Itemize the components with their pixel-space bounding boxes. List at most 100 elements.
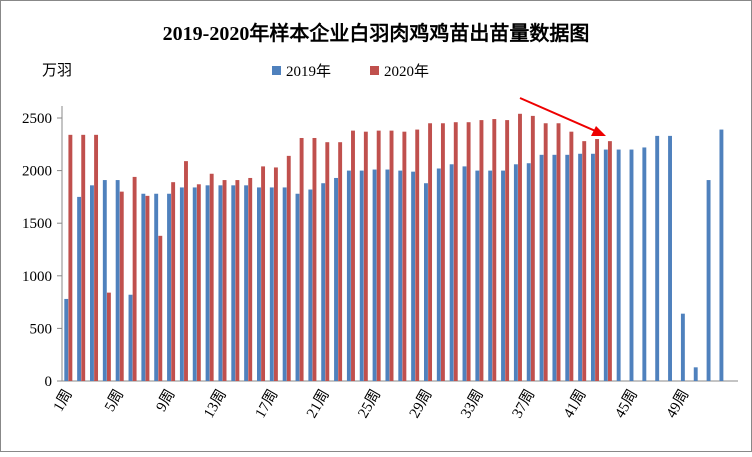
- bar: [141, 193, 146, 381]
- legend-swatch: [370, 66, 379, 75]
- bar: [192, 187, 197, 381]
- bar: [257, 187, 261, 381]
- legend-swatch: [272, 66, 281, 75]
- bar: [90, 185, 94, 381]
- bar: [235, 180, 240, 381]
- bar: [582, 141, 587, 381]
- bar: [591, 153, 595, 381]
- bar: [119, 191, 124, 381]
- bar: [501, 170, 505, 381]
- bar: [167, 193, 171, 381]
- arrow-head: [591, 126, 606, 136]
- bar: [299, 137, 304, 381]
- bar: [389, 130, 394, 381]
- bar: [218, 185, 223, 381]
- bar: [475, 170, 480, 381]
- bar: [428, 123, 433, 381]
- bar: [205, 185, 210, 381]
- bar: [248, 177, 253, 381]
- bar: [513, 164, 518, 381]
- bar: [346, 170, 351, 381]
- bar: [106, 292, 111, 381]
- bar: [338, 142, 343, 381]
- bar: [462, 166, 467, 381]
- bar: [693, 367, 698, 381]
- bar: [440, 123, 445, 381]
- bar: [565, 154, 570, 381]
- y-tick-label: 2500: [22, 111, 52, 127]
- bar: [132, 176, 137, 381]
- y-tick-label: 2000: [22, 164, 52, 180]
- bar: [402, 131, 407, 381]
- bar: [282, 187, 287, 381]
- bar: [603, 149, 608, 381]
- bar: [706, 180, 711, 381]
- bar: [196, 184, 201, 381]
- bar: [492, 119, 497, 381]
- y-tick-label: 0: [45, 374, 53, 390]
- bar: [334, 177, 338, 381]
- bar: [719, 129, 724, 381]
- bar: [179, 187, 184, 381]
- bar: [372, 169, 377, 381]
- bar: [655, 135, 660, 381]
- bar: [68, 134, 73, 381]
- bar: [295, 193, 300, 381]
- bar: [398, 170, 403, 381]
- bar: [308, 189, 313, 381]
- bar: [616, 149, 621, 381]
- bar: [312, 137, 317, 381]
- bar: [552, 154, 557, 381]
- bar: [184, 161, 188, 381]
- bar: [518, 113, 522, 382]
- y-axis-label: 万羽: [42, 63, 72, 79]
- bar: [269, 187, 274, 381]
- bar: [385, 169, 390, 381]
- y-tick-label: 1500: [22, 216, 52, 232]
- bar: [273, 167, 278, 381]
- bar: [479, 120, 484, 381]
- bar: [359, 170, 364, 381]
- bar: [321, 183, 326, 381]
- bar: [595, 139, 600, 381]
- bar: [363, 131, 368, 381]
- bar: [453, 122, 458, 381]
- bar: [244, 185, 249, 381]
- bar: [424, 183, 428, 381]
- bar: [526, 163, 531, 381]
- annotation-arrow: [519, 97, 601, 134]
- bar: [449, 164, 454, 381]
- bar: [145, 195, 150, 381]
- bar: [505, 120, 510, 381]
- y-tick-label: 1000: [22, 269, 52, 285]
- bar: [115, 180, 120, 381]
- chart-title: 2019-2020年样本企业白羽肉鸡鸡苗出苗量数据图: [163, 21, 590, 45]
- bar: [64, 298, 69, 381]
- bar: [376, 130, 381, 381]
- bar: [94, 134, 99, 381]
- y-tick-label: 500: [30, 321, 53, 337]
- bar: [488, 170, 493, 381]
- bar: [607, 141, 612, 381]
- bar: [77, 196, 82, 381]
- bar: [629, 149, 634, 381]
- bar: [102, 180, 107, 381]
- bar: [231, 185, 236, 381]
- legend-label: 2019年: [286, 63, 331, 80]
- bar: [569, 131, 574, 381]
- bar: [128, 294, 133, 381]
- bar: [171, 182, 176, 381]
- bar: [668, 135, 672, 381]
- bar: [415, 129, 420, 381]
- bar: [642, 147, 647, 381]
- bar: [261, 166, 266, 381]
- bar: [286, 155, 291, 381]
- bar: [466, 122, 471, 381]
- bar: [351, 130, 355, 381]
- legend-label: 2020年: [384, 63, 429, 80]
- bar: [411, 171, 416, 381]
- bar: [222, 180, 227, 381]
- bar: [209, 173, 214, 381]
- bar: [81, 134, 86, 381]
